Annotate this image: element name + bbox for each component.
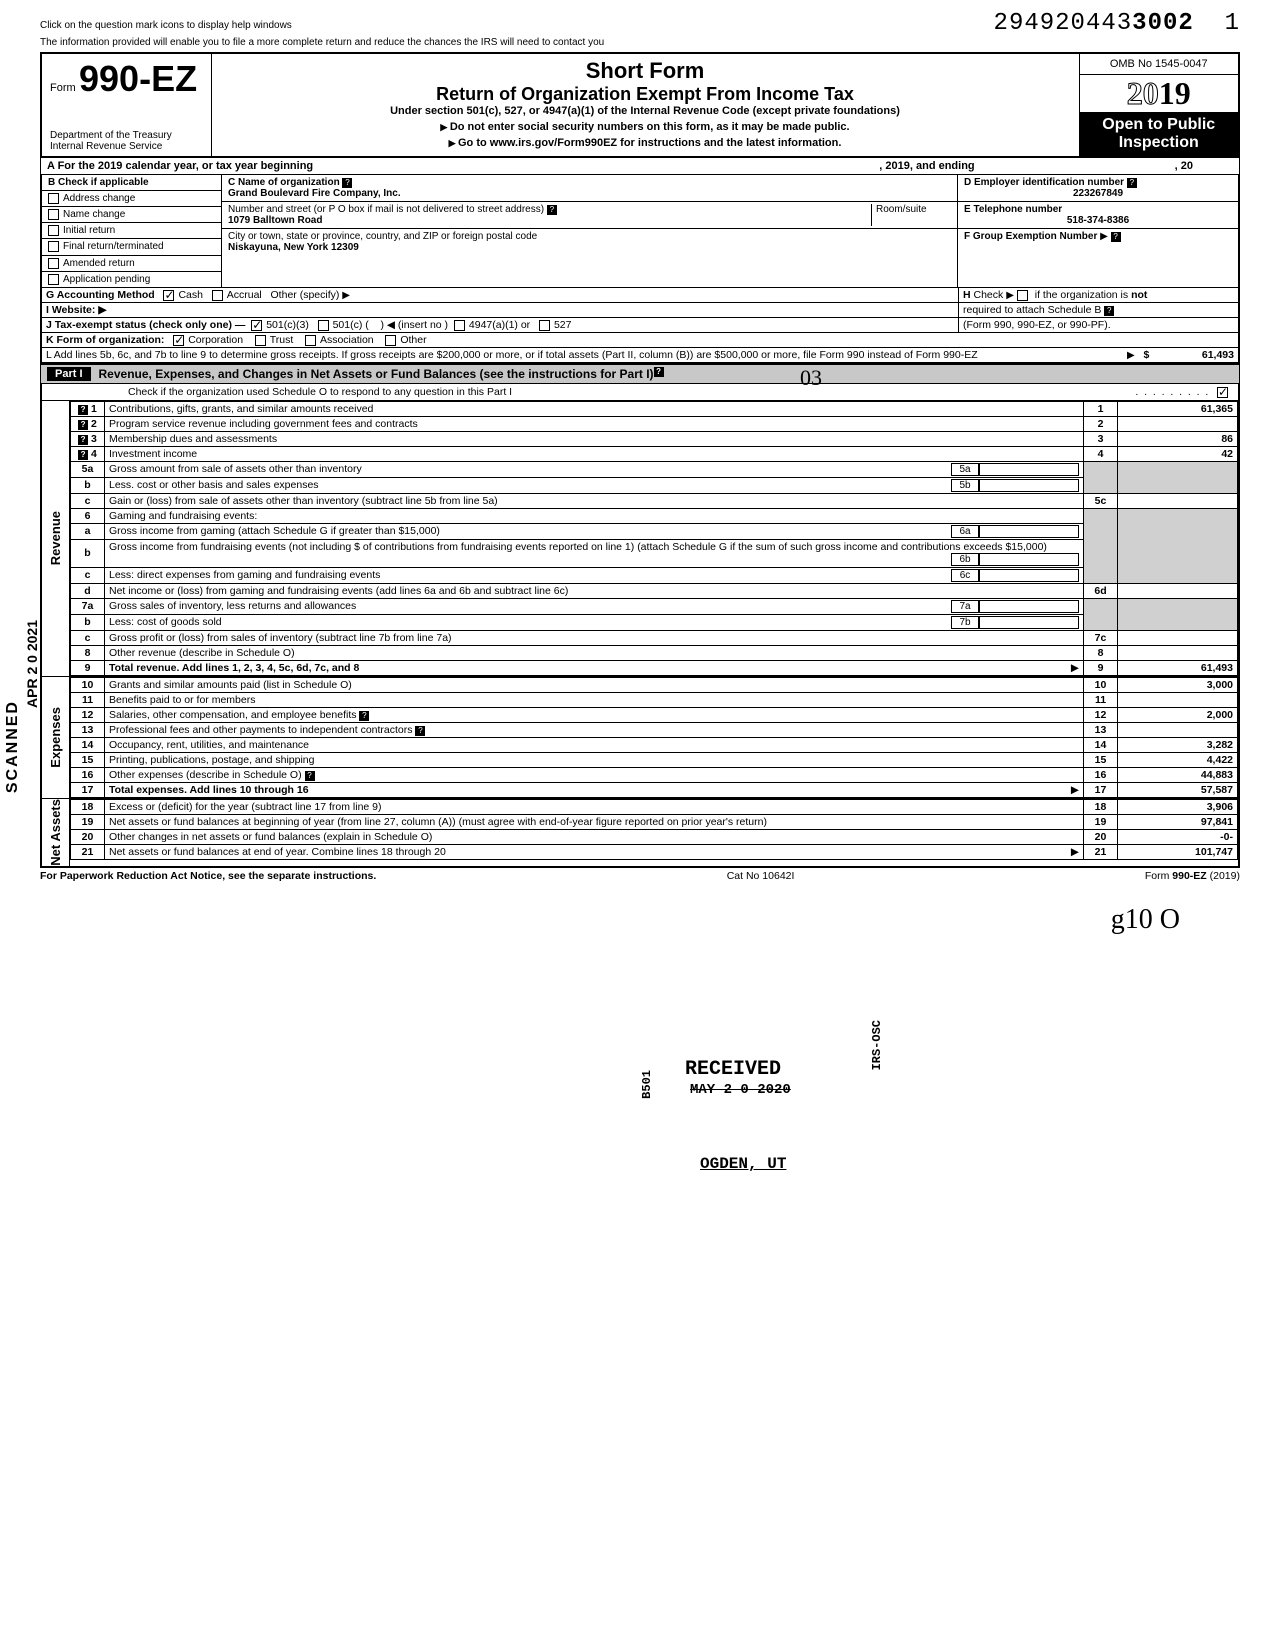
street-address: 1079 Balltown Road <box>228 215 322 226</box>
help-icon[interactable]: ? <box>415 726 425 736</box>
initial-return-checkbox[interactable] <box>48 225 59 236</box>
handwritten-03: 03 <box>800 365 822 391</box>
signature: g10 O <box>40 884 1240 936</box>
amended-return-checkbox[interactable] <box>48 258 59 269</box>
expenses-side-label: Expenses <box>48 707 63 768</box>
net-assets-table: 18Excess or (deficit) for the year (subt… <box>70 799 1238 860</box>
expenses-table: 10Grants and similar amounts paid (list … <box>70 677 1238 798</box>
501c3-checkbox[interactable] <box>251 320 262 331</box>
corp-checkbox[interactable] <box>173 335 184 346</box>
top-hint: Click on the question mark icons to disp… <box>40 20 1240 48</box>
assoc-checkbox[interactable] <box>305 335 316 346</box>
gross-receipts: 61,493 <box>1202 349 1234 361</box>
4947-checkbox[interactable] <box>454 320 465 331</box>
help-icon[interactable]: ? <box>654 367 664 377</box>
open-to-public: Open to Public Inspection <box>1080 112 1239 156</box>
help-icon[interactable]: ? <box>342 178 352 188</box>
received-stamp: RECEIVED <box>685 1058 781 1081</box>
footer: For Paperwork Reduction Act Notice, see … <box>40 868 1240 884</box>
cash-checkbox[interactable] <box>163 290 174 301</box>
final-return-checkbox[interactable] <box>48 241 59 252</box>
ein: 223267849 <box>964 188 1232 199</box>
doc-number-suffix: 1 <box>1225 10 1240 37</box>
ogden-stamp: OGDEN, UT <box>700 1155 786 1173</box>
telephone: 518-374-8386 <box>964 215 1232 226</box>
revenue-table: ? 1Contributions, gifts, grants, and sim… <box>70 401 1238 676</box>
title-main: Return of Organization Exempt From Incom… <box>220 84 1071 105</box>
city-state-zip: Niskayuna, New York 12309 <box>228 242 359 253</box>
form-number: 990-EZ <box>79 58 197 99</box>
net-assets-side-label: Net Assets <box>48 799 63 866</box>
org-name: Grand Boulevard Fire Company, Inc. <box>228 188 401 199</box>
527-checkbox[interactable] <box>539 320 550 331</box>
501c-checkbox[interactable] <box>318 320 329 331</box>
irs-osc-stamp: IRS-OSC <box>870 1020 884 1070</box>
trust-checkbox[interactable] <box>255 335 266 346</box>
doc-number-light: 294920443 <box>994 10 1133 37</box>
addr-change-checkbox[interactable] <box>48 193 59 204</box>
title-short: Short Form <box>220 58 1071 84</box>
help-icon[interactable]: ? <box>1111 232 1121 242</box>
help-icon[interactable]: ? <box>359 711 369 721</box>
apr-date-stamp: APR 2 0 2021 <box>24 620 40 708</box>
accrual-checkbox[interactable] <box>212 290 223 301</box>
part1-header: Part I Revenue, Expenses, and Changes in… <box>40 364 1240 384</box>
doc-number-bold: 3002 <box>1132 10 1194 37</box>
schedule-o-checkbox[interactable] <box>1217 387 1228 398</box>
b501-stamp: B501 <box>640 1070 654 1099</box>
scanned-stamp: SCANNED <box>4 700 22 793</box>
date-stamp: MAY 2 0 2020 <box>690 1082 791 1098</box>
name-change-checkbox[interactable] <box>48 209 59 220</box>
help-icon[interactable]: ? <box>1127 178 1137 188</box>
form-header: Form 990-EZ Department of the Treasury I… <box>40 52 1240 158</box>
other-checkbox[interactable] <box>385 335 396 346</box>
revenue-side-label: Revenue <box>48 511 63 565</box>
help-icon[interactable]: ? <box>547 205 557 215</box>
application-pending-checkbox[interactable] <box>48 274 59 285</box>
help-icon[interactable]: ? <box>305 771 315 781</box>
schedule-b-checkbox[interactable] <box>1017 290 1028 301</box>
help-icon[interactable]: ? <box>1104 306 1114 316</box>
